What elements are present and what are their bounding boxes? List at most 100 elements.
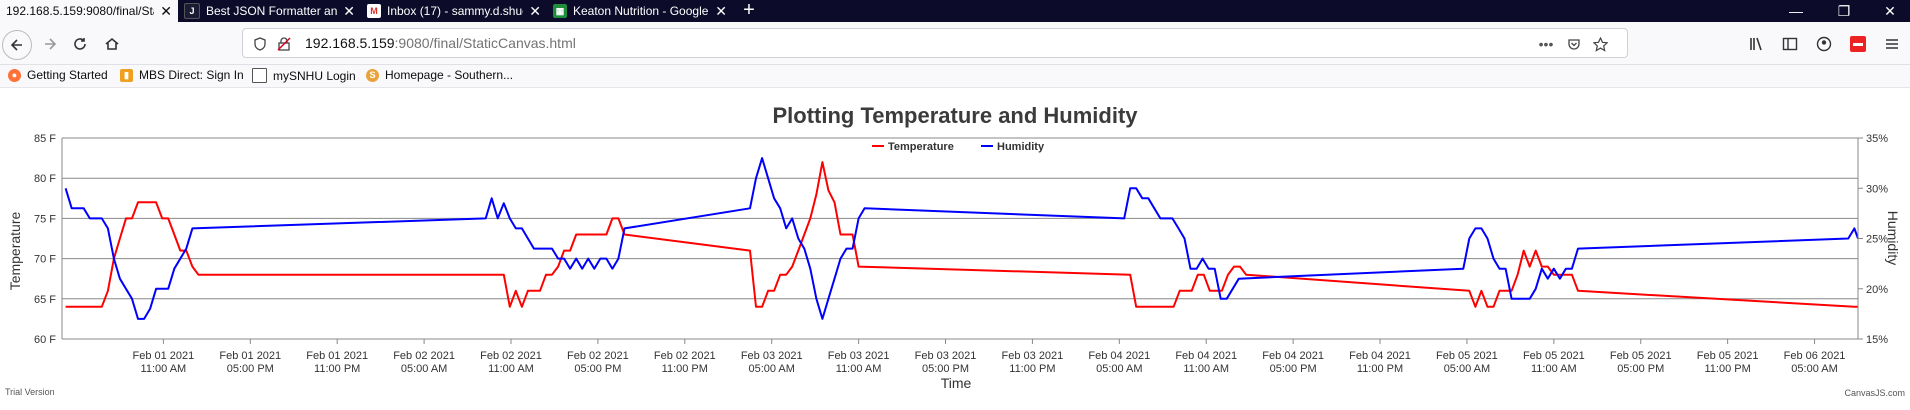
back-button[interactable] (2, 30, 32, 60)
legend-label-humidity: Humidity (997, 141, 1045, 153)
x-tick-label: 05:00 AM (401, 363, 447, 375)
y-tick-label: 85 F (34, 133, 56, 145)
legend-label-temperature: Temperature (888, 141, 954, 153)
account-icon[interactable] (1810, 30, 1838, 58)
canvasjs-credit-link[interactable]: CanvasJS.com (1844, 388, 1905, 398)
reload-button[interactable] (66, 30, 94, 58)
temperature-humidity-chart: 60 F 65 F 70 F 75 F 80 F 85 F 15% 20% 25% 30% 35% F… (7, 103, 1901, 391)
window-close-icon[interactable]: ✕ (1884, 2, 1896, 19)
bookmark-label: mySNHU Login (273, 68, 356, 83)
close-icon[interactable]: ✕ (715, 3, 727, 19)
x-tick-label: 11:00 PM (314, 363, 360, 375)
close-icon[interactable]: ✕ (529, 3, 541, 19)
southern-logo-icon: S (366, 68, 379, 82)
series-lines (64, 157, 1859, 320)
tab-static-canvas[interactable]: 192.168.5.159:9080/final/StaticCanv ✕ (0, 0, 178, 22)
close-icon[interactable]: ✕ (343, 3, 355, 19)
x-tick-label: 05:00 AM (1444, 363, 1490, 375)
url-host: 192.168.5.159 (305, 35, 395, 51)
x-tick-label: Feb 02 2021 (480, 350, 542, 362)
bookmark-label: Getting Started (27, 68, 108, 82)
sheets-icon: ▦ (553, 4, 567, 18)
bookmark-southern-homepage[interactable]: S Homepage - Southern... (366, 68, 513, 82)
x-tick-label: Feb 02 2021 (567, 350, 629, 362)
tab-strip: 192.168.5.159:9080/final/StaticCanv ✕ J … (0, 0, 1910, 22)
x-tick-label: 11:00 AM (836, 363, 882, 375)
extension-icon[interactable]: ▬ (1844, 30, 1872, 58)
y-axis-title: Temperature (7, 211, 23, 290)
reload-icon (74, 38, 86, 50)
x-tick-label: 05:00 AM (1791, 363, 1837, 375)
tab-json-formatter[interactable]: J Best JSON Formatter and JSON ✕ (178, 0, 361, 22)
y-tick-label: 60 F (34, 334, 56, 346)
x-tick-label: 11:00 PM (1705, 363, 1751, 375)
x-tick-label: Feb 05 2021 (1697, 350, 1759, 362)
bookmark-mbs-direct[interactable]: ▮ MBS Direct: Sign In (120, 68, 244, 82)
home-button[interactable] (98, 30, 126, 58)
bookmark-label: MBS Direct: Sign In (139, 68, 244, 82)
x-tick-label: 05:00 AM (1096, 363, 1142, 375)
bookmark-tag-icon: ▮ (120, 68, 133, 82)
new-tab-button[interactable]: + (743, 0, 755, 21)
x-tick-label: 05:00 AM (748, 363, 794, 375)
home-icon (105, 37, 119, 50)
restore-icon[interactable]: ❐ (1837, 2, 1851, 19)
document-icon (252, 68, 267, 83)
chart-legend: Temperature Humidity (872, 141, 1045, 153)
y2-tick-label: 20% (1866, 284, 1888, 296)
url-path: :9080/final/StaticCanvas.html (394, 35, 576, 51)
x-tick-label: Feb 03 2021 (741, 350, 803, 362)
tab-google-sheets[interactable]: ▦ Keaton Nutrition - Google She ✕ (547, 0, 733, 22)
back-arrow-icon (10, 39, 22, 51)
bookmark-mysnhu[interactable]: mySNHU Login (252, 68, 356, 83)
library-icon[interactable] (1742, 30, 1770, 58)
y2-axis-title: Humidity (1885, 211, 1901, 265)
x-tick-label: Feb 01 2021 (219, 350, 281, 362)
page-actions-icon[interactable]: ••• (1538, 36, 1554, 52)
sidebar-icon[interactable] (1776, 30, 1804, 58)
insecure-lock-icon[interactable] (275, 35, 293, 53)
x-tick-label: 05:00 PM (922, 363, 969, 375)
x-tick-label: Feb 02 2021 (393, 350, 455, 362)
menu-icon[interactable] (1878, 30, 1906, 58)
x-tick-label: Feb 05 2021 (1610, 350, 1672, 362)
y-tick-label: 80 F (34, 173, 56, 185)
trial-version-watermark: Trial Version (5, 387, 55, 397)
x-tick-label: 11:00 AM (1183, 363, 1229, 375)
forward-button[interactable] (36, 30, 64, 58)
bookmarks-toolbar: ● Getting Started ▮ MBS Direct: Sign In … (0, 65, 1910, 88)
tab-gmail-inbox[interactable]: M Inbox (17) - sammy.d.shuck@g ✕ (361, 0, 547, 22)
firefox-icon: ● (8, 68, 21, 82)
gmail-icon: M (367, 4, 381, 18)
y2-tick-label: 35% (1866, 133, 1888, 145)
json-formatter-icon: J (184, 3, 200, 19)
y2-tick-label: 30% (1866, 183, 1888, 195)
x-tick-label: Feb 04 2021 (1349, 350, 1411, 362)
x-tick-label: Feb 04 2021 (1088, 350, 1150, 362)
bookmark-star-icon[interactable] (1591, 35, 1609, 53)
x-tick-label: 11:00 PM (1009, 363, 1055, 375)
url-text[interactable]: 192.168.5.159:9080/final/StaticCanvas.ht… (305, 35, 576, 51)
pocket-icon[interactable] (1565, 35, 1583, 53)
axes: 60 F 65 F 70 F 75 F 80 F 85 F 15% 20% 25% 30% 35% F… (34, 133, 1888, 375)
close-icon[interactable]: ✕ (160, 3, 172, 19)
forward-arrow-icon (45, 38, 57, 50)
y-tick-label: 65 F (34, 294, 56, 306)
x-tick-label: 11:00 PM (1357, 363, 1403, 375)
x-tick-label: 11:00 AM (141, 363, 187, 375)
x-tick-label: 11:00 AM (488, 363, 534, 375)
minimize-icon[interactable]: — (1789, 3, 1803, 19)
url-bar[interactable]: 192.168.5.159:9080/final/StaticCanvas.ht… (242, 28, 1628, 58)
bookmark-label: Homepage - Southern... (385, 68, 514, 82)
x-tick-label: 05:00 PM (227, 363, 274, 375)
x-tick-label: Feb 03 2021 (915, 350, 977, 362)
tab-title: 192.168.5.159:9080/final/StaticCanv (6, 4, 154, 18)
shield-icon[interactable] (251, 35, 269, 53)
series-line-temperature (65, 161, 1858, 308)
grid-lines (62, 137, 1858, 340)
x-tick-label: 11:00 PM (662, 363, 708, 375)
tab-title: Inbox (17) - sammy.d.shuck@g (387, 4, 523, 18)
chart-title: Plotting Temperature and Humidity (772, 103, 1138, 128)
bookmark-getting-started[interactable]: ● Getting Started (8, 68, 108, 82)
x-tick-label: Feb 03 2021 (1002, 350, 1064, 362)
